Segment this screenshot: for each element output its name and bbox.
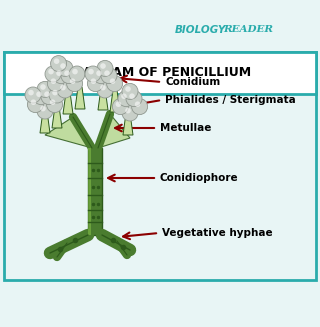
- Circle shape: [49, 87, 65, 103]
- Circle shape: [67, 76, 83, 92]
- Polygon shape: [123, 113, 133, 135]
- Circle shape: [56, 70, 62, 76]
- FancyBboxPatch shape: [4, 52, 316, 94]
- FancyBboxPatch shape: [4, 52, 316, 280]
- Circle shape: [64, 70, 70, 76]
- Circle shape: [110, 78, 116, 84]
- Circle shape: [60, 85, 66, 90]
- Circle shape: [70, 78, 76, 84]
- Circle shape: [28, 96, 44, 112]
- Circle shape: [69, 66, 85, 82]
- Polygon shape: [45, 117, 92, 148]
- Circle shape: [118, 91, 134, 107]
- Text: BIOLOGY: BIOLOGY: [174, 25, 226, 35]
- Circle shape: [91, 78, 96, 84]
- Circle shape: [97, 60, 113, 77]
- Circle shape: [31, 99, 36, 105]
- Circle shape: [41, 89, 57, 105]
- Circle shape: [53, 68, 69, 84]
- Circle shape: [96, 70, 102, 76]
- Circle shape: [126, 91, 142, 107]
- Polygon shape: [52, 106, 62, 128]
- Text: Conidiophore: Conidiophore: [160, 173, 239, 183]
- Circle shape: [116, 101, 121, 107]
- Circle shape: [60, 63, 66, 69]
- Circle shape: [52, 90, 58, 95]
- Circle shape: [129, 94, 135, 99]
- Polygon shape: [63, 92, 73, 114]
- Circle shape: [100, 63, 106, 69]
- Circle shape: [85, 66, 101, 82]
- Circle shape: [28, 90, 34, 95]
- Polygon shape: [98, 88, 108, 110]
- Circle shape: [50, 99, 55, 105]
- Text: DIAGRAM OF PENICILLIUM: DIAGRAM OF PENICILLIUM: [68, 66, 252, 79]
- Circle shape: [93, 68, 109, 84]
- Circle shape: [57, 82, 73, 98]
- Circle shape: [40, 106, 46, 112]
- Circle shape: [51, 78, 56, 84]
- Circle shape: [107, 76, 123, 92]
- Circle shape: [112, 99, 128, 114]
- Circle shape: [40, 84, 46, 90]
- Polygon shape: [110, 90, 120, 112]
- Circle shape: [88, 69, 94, 75]
- Circle shape: [47, 96, 63, 112]
- Polygon shape: [98, 114, 130, 148]
- Circle shape: [122, 105, 138, 121]
- Circle shape: [44, 92, 50, 97]
- Circle shape: [104, 70, 110, 76]
- Circle shape: [97, 82, 113, 98]
- Circle shape: [37, 81, 53, 97]
- Circle shape: [135, 101, 140, 107]
- Circle shape: [101, 68, 117, 84]
- Circle shape: [48, 69, 54, 75]
- Text: Conidium: Conidium: [165, 77, 220, 87]
- Circle shape: [51, 56, 67, 72]
- Polygon shape: [88, 148, 91, 235]
- Circle shape: [121, 94, 127, 99]
- Circle shape: [125, 86, 131, 92]
- Text: Vegetative hyphae: Vegetative hyphae: [162, 228, 273, 238]
- Circle shape: [25, 87, 41, 103]
- Circle shape: [47, 76, 63, 92]
- Circle shape: [33, 89, 49, 105]
- Circle shape: [57, 60, 73, 77]
- Circle shape: [87, 76, 103, 92]
- Circle shape: [132, 99, 148, 114]
- Circle shape: [36, 92, 42, 97]
- Text: Metullae: Metullae: [160, 123, 212, 133]
- Circle shape: [72, 69, 78, 75]
- Circle shape: [37, 103, 53, 119]
- Polygon shape: [75, 87, 85, 109]
- Text: Phialides / Sterigmata: Phialides / Sterigmata: [165, 95, 296, 105]
- Circle shape: [122, 83, 138, 99]
- Polygon shape: [88, 148, 102, 235]
- Circle shape: [125, 108, 131, 113]
- Text: READER: READER: [223, 26, 273, 35]
- Circle shape: [100, 85, 106, 90]
- Circle shape: [45, 66, 61, 82]
- Circle shape: [54, 59, 60, 64]
- Polygon shape: [40, 111, 50, 133]
- Circle shape: [61, 68, 77, 84]
